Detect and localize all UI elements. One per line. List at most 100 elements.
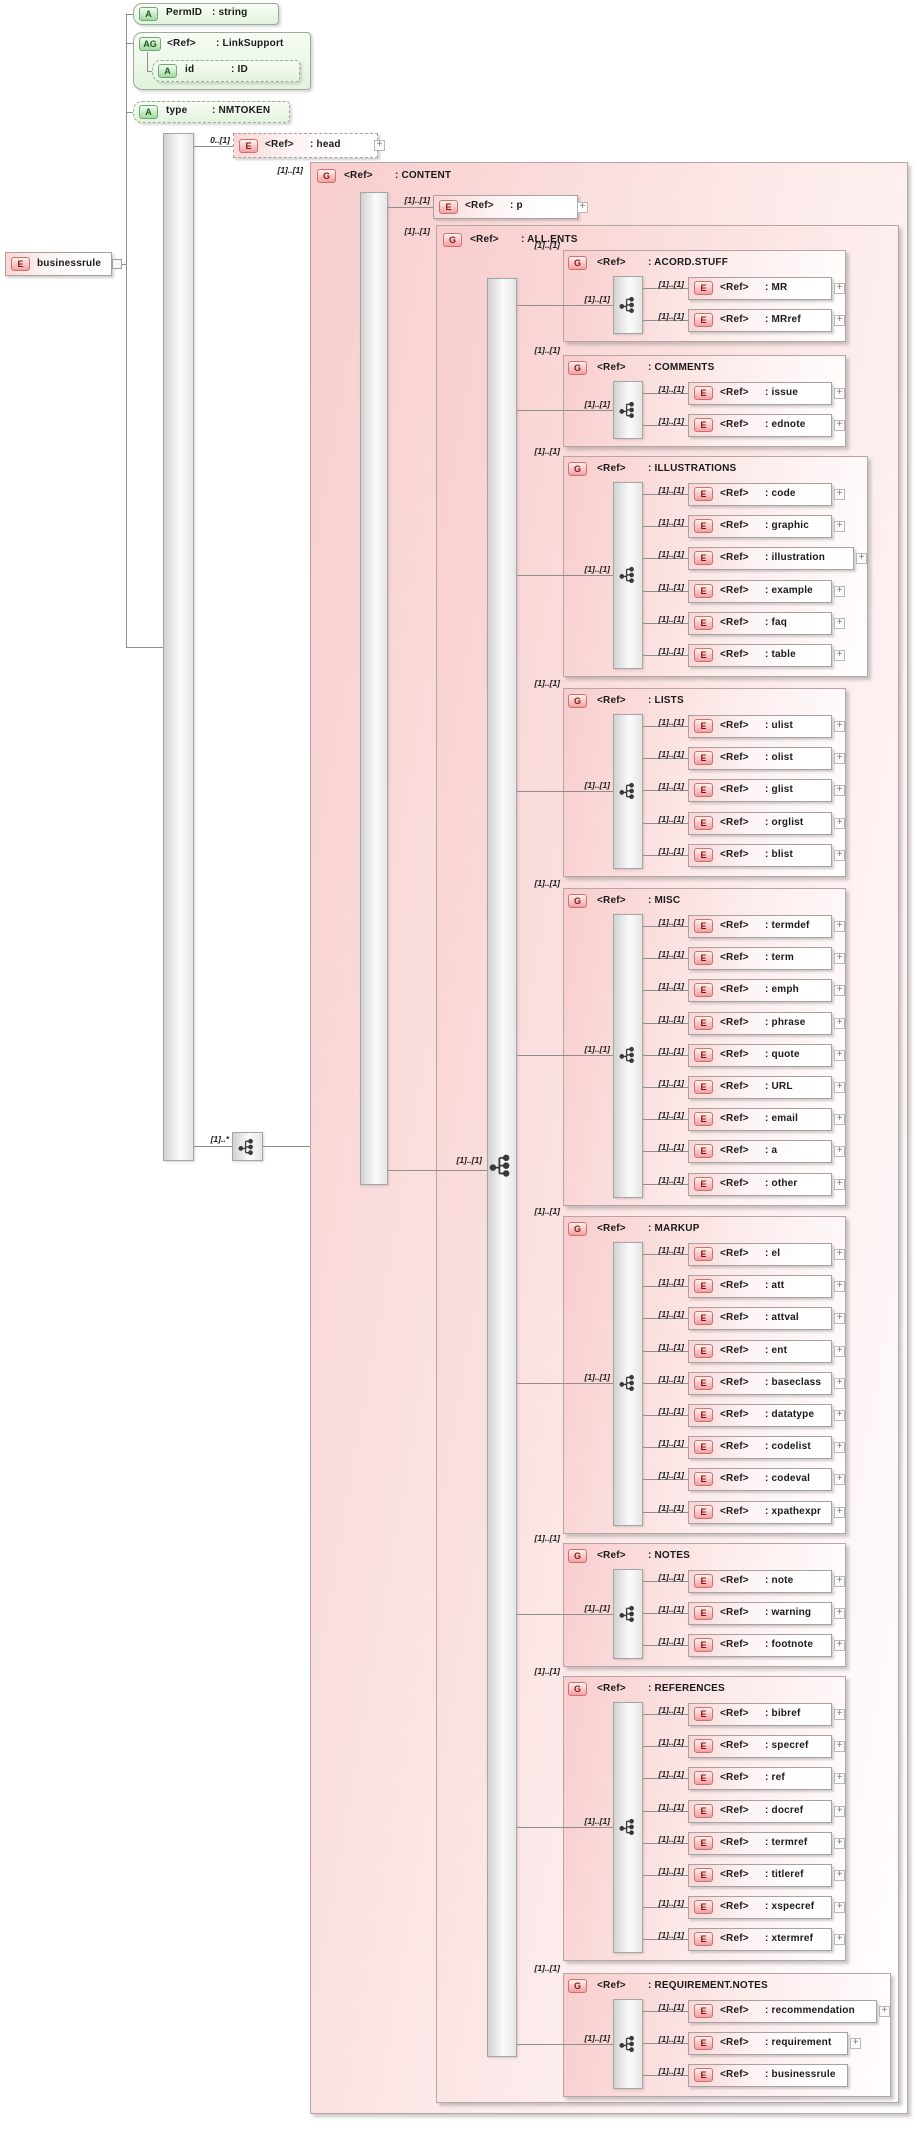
expand-button[interactable]: +	[834, 1114, 845, 1125]
element-xpathexpr[interactable]	[688, 1501, 832, 1524]
expand-button[interactable]: +	[834, 1313, 845, 1324]
element-ent[interactable]	[688, 1340, 832, 1363]
element-mr[interactable]	[688, 277, 832, 300]
expand-button[interactable]: +	[879, 2006, 890, 2017]
expand-button[interactable]: +	[834, 1281, 845, 1292]
element-example[interactable]	[688, 580, 832, 603]
element-businessrule-root[interactable]	[5, 252, 112, 276]
element-quote[interactable]	[688, 1044, 832, 1067]
expand-button[interactable]: +	[834, 1934, 845, 1945]
element-footnote[interactable]	[688, 1634, 832, 1657]
expand-button[interactable]: +	[834, 1773, 845, 1784]
element-blist[interactable]	[688, 844, 832, 867]
expand-button[interactable]: +	[834, 1870, 845, 1881]
element-graphic[interactable]	[688, 515, 832, 538]
expand-button[interactable]: +	[834, 1346, 845, 1357]
expand-button[interactable]: +	[834, 1082, 845, 1093]
expand-button[interactable]: +	[834, 921, 845, 932]
expand-button[interactable]: +	[834, 753, 845, 764]
element-ednote[interactable]	[688, 414, 832, 437]
expand-button[interactable]: +	[834, 721, 845, 732]
expand-button[interactable]: +	[834, 283, 845, 294]
expand-button[interactable]: +	[834, 1442, 845, 1453]
element-other[interactable]	[688, 1173, 832, 1196]
expand-button[interactable]: +	[834, 1507, 845, 1518]
expand-button[interactable]: +	[834, 521, 845, 532]
element-businessrule[interactable]	[688, 2064, 848, 2087]
element-olist[interactable]	[688, 747, 832, 770]
collapse-toggle[interactable]	[112, 259, 122, 269]
expand-button[interactable]: +	[834, 1709, 845, 1720]
element-ulist[interactable]	[688, 715, 832, 738]
expand-button[interactable]: +	[834, 1838, 845, 1849]
element-faq[interactable]	[688, 612, 832, 635]
expand-button[interactable]: +	[834, 420, 845, 431]
element-datatype[interactable]	[688, 1404, 832, 1427]
element-orglist[interactable]	[688, 812, 832, 835]
element-illustration[interactable]	[688, 547, 854, 570]
element-xtermref[interactable]	[688, 1928, 832, 1951]
expand-button[interactable]: +	[834, 1249, 845, 1260]
element-specref[interactable]	[688, 1735, 832, 1758]
element-requirement[interactable]	[688, 2032, 848, 2055]
expand-button[interactable]: +	[856, 553, 867, 564]
element-issue[interactable]	[688, 382, 832, 405]
element-termdef[interactable]	[688, 915, 832, 938]
expand-button[interactable]: +	[834, 1018, 845, 1029]
expand-button[interactable]: +	[834, 1050, 845, 1061]
element-ref[interactable]	[688, 1767, 832, 1790]
expand-button[interactable]: +	[834, 818, 845, 829]
element-a[interactable]	[688, 1140, 832, 1163]
expand-button[interactable]: +	[834, 1179, 845, 1190]
expand-button[interactable]: +	[834, 1378, 845, 1389]
expand-button[interactable]: +	[834, 985, 845, 996]
attribute-permid[interactable]	[133, 3, 279, 25]
expand-button[interactable]: +	[834, 1902, 845, 1913]
element-warning[interactable]	[688, 1602, 832, 1625]
element-termref[interactable]	[688, 1832, 832, 1855]
expand-button[interactable]: +	[834, 1640, 845, 1651]
attribute-type[interactable]	[133, 101, 290, 123]
expand-button[interactable]: +	[834, 1146, 845, 1157]
element-codeval[interactable]	[688, 1468, 832, 1491]
element-bibref[interactable]	[688, 1703, 832, 1726]
attribute-id[interactable]	[152, 60, 300, 82]
expand-button[interactable]: +	[834, 315, 845, 326]
expand-button[interactable]: +	[834, 586, 845, 597]
element-titleref[interactable]	[688, 1864, 832, 1887]
expand-button[interactable]: +	[834, 1608, 845, 1619]
element-codelist[interactable]	[688, 1436, 832, 1459]
element-docref[interactable]	[688, 1800, 832, 1823]
expand-button[interactable]: +	[834, 1576, 845, 1587]
expand-button[interactable]: +	[834, 850, 845, 861]
element-attval[interactable]	[688, 1307, 832, 1330]
expand-button[interactable]: +	[834, 489, 845, 500]
element-baseclass[interactable]	[688, 1372, 832, 1395]
element-email[interactable]	[688, 1108, 832, 1131]
element-code[interactable]	[688, 483, 832, 506]
expand-button[interactable]: +	[834, 1741, 845, 1752]
expand-button[interactable]: +	[834, 1474, 845, 1485]
element-term[interactable]	[688, 947, 832, 970]
expand-button[interactable]: +	[834, 618, 845, 629]
expand-button[interactable]: +	[834, 953, 845, 964]
element-url[interactable]	[688, 1076, 832, 1099]
element-note[interactable]	[688, 1570, 832, 1593]
element-emph[interactable]	[688, 979, 832, 1002]
element-mrref[interactable]	[688, 309, 832, 332]
element-table[interactable]	[688, 644, 832, 667]
element-el[interactable]	[688, 1243, 832, 1266]
expand-button[interactable]: +	[577, 202, 588, 213]
element-xspecref[interactable]	[688, 1896, 832, 1919]
element-head[interactable]	[233, 133, 378, 158]
element-recommendation[interactable]	[688, 2000, 877, 2023]
expand-button[interactable]: +	[850, 2038, 861, 2049]
expand-button[interactable]: +	[834, 650, 845, 661]
expand-button[interactable]: +	[834, 785, 845, 796]
expand-button[interactable]: +	[834, 1410, 845, 1421]
expand-button[interactable]: +	[374, 140, 385, 151]
expand-button[interactable]: +	[834, 388, 845, 399]
element-att[interactable]	[688, 1275, 832, 1298]
element-glist[interactable]	[688, 779, 832, 802]
element-phrase[interactable]	[688, 1012, 832, 1035]
